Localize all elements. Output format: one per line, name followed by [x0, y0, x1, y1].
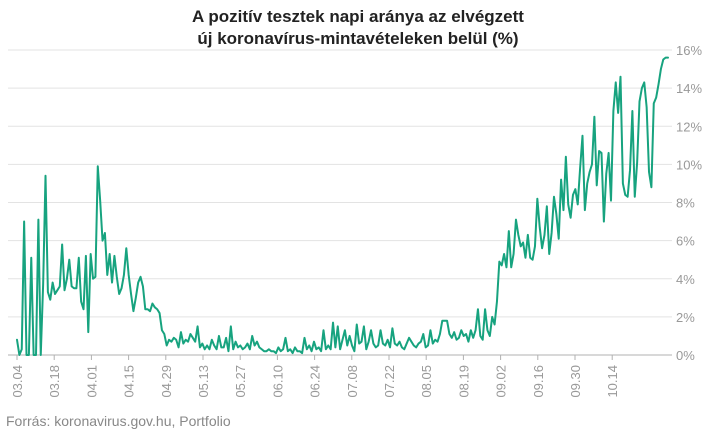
y-tick-label: 10%	[676, 157, 702, 172]
y-tick-label: 4%	[676, 272, 695, 287]
x-tick-label: 08.19	[456, 365, 471, 398]
x-tick-label: 09.02	[494, 365, 509, 398]
x-tick-label: 03.04	[10, 365, 25, 398]
x-tick-label: 09.16	[531, 365, 546, 398]
y-tick-label: 16%	[676, 43, 702, 58]
x-tick-label: 03.18	[47, 365, 62, 398]
x-tick-label: 07.22	[382, 365, 397, 398]
y-tick-label: 14%	[676, 81, 702, 96]
x-tick-label: 04.15	[122, 365, 137, 398]
y-tick-label: 8%	[676, 196, 695, 211]
series-line	[16, 56, 670, 356]
x-tick-label: 05.27	[233, 365, 248, 398]
y-tick-label: 2%	[676, 310, 695, 325]
x-tick-label: 08.05	[419, 365, 434, 398]
x-tick-label: 10.14	[605, 365, 620, 398]
source-note: Forrás: koronavirus.gov.hu, Portfolio	[6, 413, 231, 429]
chart-title-line-2: új koronavírus-mintavételeken belül (%)	[197, 29, 519, 48]
x-tick-label: 06.24	[308, 365, 323, 398]
x-tick-label: 07.08	[345, 365, 360, 398]
x-tick-label: 09.30	[568, 365, 583, 398]
chart-title-line-1: A pozitív tesztek napi aránya az elvégze…	[192, 7, 524, 26]
y-tick-label: 12%	[676, 119, 702, 134]
y-tick-label: 6%	[676, 234, 695, 249]
chart-title: A pozitív tesztek napi aránya az elvégze…	[0, 6, 716, 50]
x-tick-label: 06.10	[270, 365, 285, 398]
y-tick-label: 0%	[676, 348, 695, 363]
x-tick-label: 05.13	[196, 365, 211, 398]
x-tick-label: 04.29	[159, 365, 174, 398]
x-tick-label: 04.01	[84, 365, 99, 398]
